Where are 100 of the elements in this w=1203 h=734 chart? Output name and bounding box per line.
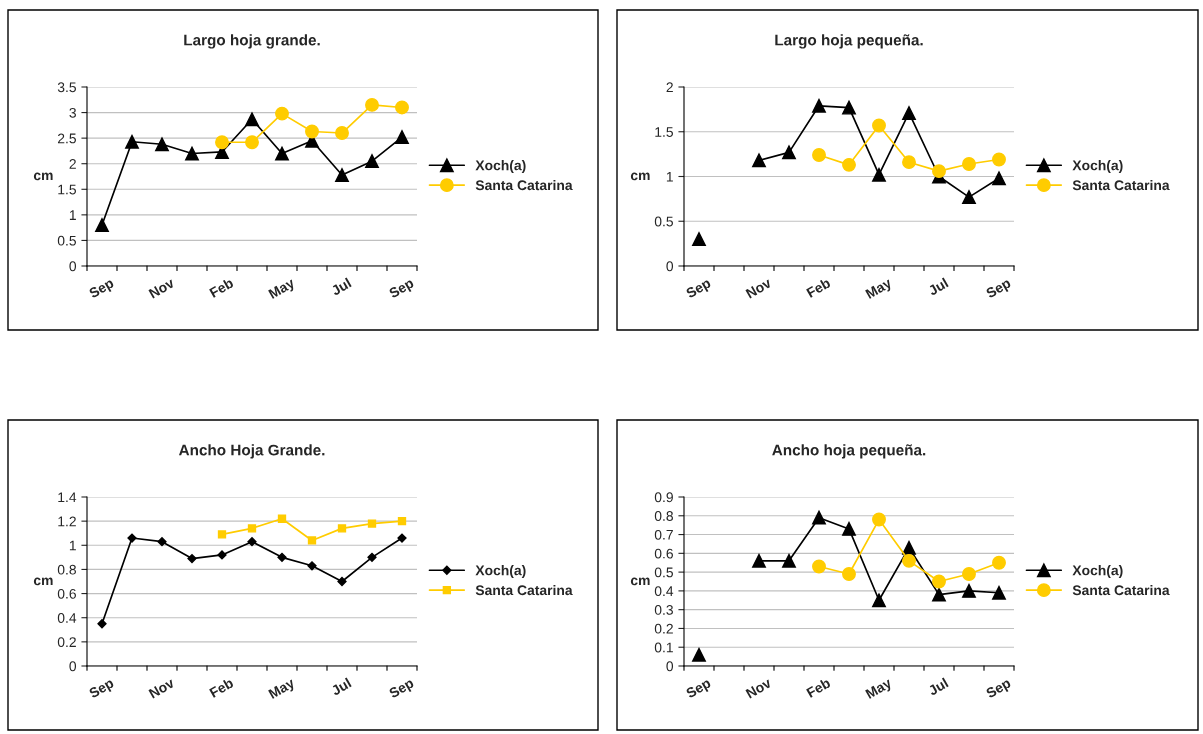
y-tick-label: 0.8 bbox=[57, 564, 76, 575]
y-tick-label: 2 bbox=[666, 82, 673, 93]
point bbox=[365, 97, 379, 112]
point bbox=[395, 130, 409, 145]
x-tick-label: Jul bbox=[330, 277, 352, 296]
point bbox=[992, 152, 1006, 167]
x-tick-label: Jul bbox=[330, 677, 352, 696]
point bbox=[932, 574, 946, 589]
y-tick-label: 3.5 bbox=[57, 82, 76, 93]
point bbox=[245, 112, 259, 127]
point bbox=[215, 135, 229, 150]
point bbox=[217, 530, 227, 539]
point bbox=[902, 540, 916, 555]
point bbox=[752, 153, 766, 168]
y-tick-label: 0.2 bbox=[57, 637, 76, 648]
y-tick-label: 0 bbox=[666, 661, 674, 672]
y-tick-label: 0 bbox=[666, 261, 674, 272]
y-tick-label: 1 bbox=[69, 210, 76, 220]
y-tick-label: 1.5 bbox=[58, 184, 76, 195]
point bbox=[275, 106, 289, 121]
point bbox=[692, 232, 706, 247]
legend-label: Santa Catarina bbox=[475, 584, 573, 596]
chart-title: Largo hoja grande. bbox=[184, 34, 320, 49]
point bbox=[367, 552, 377, 562]
y-tick-label: 2 bbox=[69, 159, 76, 169]
x-tick-label: Nov bbox=[745, 277, 773, 299]
point bbox=[692, 647, 706, 662]
x-tick-label: Jul bbox=[927, 277, 949, 296]
point bbox=[157, 537, 167, 547]
x-tick-label: Feb bbox=[208, 677, 235, 698]
y-tick-label: 0.5 bbox=[654, 216, 673, 227]
x-tick-label: Nov bbox=[148, 677, 176, 699]
point bbox=[902, 106, 916, 120]
y-tick-label: 0.2 bbox=[654, 623, 673, 634]
point bbox=[842, 157, 856, 172]
point bbox=[782, 145, 796, 160]
point bbox=[962, 157, 976, 171]
y-tick-label: 0.5 bbox=[57, 235, 76, 246]
x-tick-label: Sep bbox=[985, 677, 1013, 701]
chart-title: Largo hoja pequeña. bbox=[775, 34, 923, 49]
y-tick-label: 0.4 bbox=[654, 586, 674, 597]
point bbox=[992, 585, 1006, 600]
y-tick-label: 1.5 bbox=[655, 127, 673, 137]
point bbox=[97, 619, 107, 629]
x-tick-label: Sep bbox=[88, 277, 116, 301]
point bbox=[337, 576, 347, 587]
legend-label: Xoch(a) bbox=[1072, 565, 1123, 579]
point bbox=[932, 164, 946, 179]
point bbox=[337, 524, 347, 533]
point bbox=[367, 519, 377, 528]
point bbox=[752, 553, 766, 568]
x-tick-label: Nov bbox=[148, 277, 176, 299]
point bbox=[872, 118, 886, 133]
point bbox=[155, 137, 169, 152]
y-axis-title: cm bbox=[630, 577, 650, 586]
y-tick-label: 0.7 bbox=[654, 529, 673, 540]
legend-label: Xoch(a) bbox=[1072, 160, 1123, 174]
point bbox=[872, 512, 886, 527]
point bbox=[277, 552, 287, 562]
point bbox=[307, 536, 317, 545]
point bbox=[812, 559, 826, 574]
point bbox=[812, 98, 826, 113]
point bbox=[842, 567, 856, 581]
y-tick-label: 0 bbox=[69, 661, 77, 672]
point bbox=[125, 134, 139, 149]
x-tick-label: May bbox=[865, 677, 894, 702]
point bbox=[95, 218, 109, 233]
y-axis-title: cm bbox=[33, 577, 53, 586]
point bbox=[335, 168, 349, 182]
point bbox=[365, 154, 379, 169]
y-tick-label: 0.6 bbox=[654, 548, 673, 559]
x-tick-label: Sep bbox=[88, 677, 116, 701]
x-tick-label: Nov bbox=[745, 677, 773, 699]
y-tick-label: 1.4 bbox=[58, 492, 77, 503]
chart-title: Ancho hoja pequeña. bbox=[772, 444, 926, 459]
y-tick-label: 1 bbox=[69, 540, 76, 551]
y-tick-label: 0.4 bbox=[57, 613, 77, 623]
point bbox=[962, 190, 976, 205]
point bbox=[305, 124, 319, 139]
y-tick-label: 0 bbox=[69, 261, 77, 272]
x-tick-label: Sep bbox=[985, 277, 1013, 301]
point bbox=[902, 155, 916, 170]
y-tick-label: 0.3 bbox=[654, 605, 673, 615]
legend-label: Xoch(a) bbox=[475, 565, 526, 579]
point bbox=[812, 148, 826, 162]
point bbox=[245, 135, 259, 150]
point bbox=[397, 516, 407, 526]
point bbox=[335, 126, 349, 140]
point bbox=[247, 537, 257, 547]
point bbox=[872, 167, 886, 182]
point bbox=[812, 510, 826, 525]
x-tick-label: Jul bbox=[927, 677, 949, 696]
y-tick-label: 0.6 bbox=[57, 588, 76, 599]
y-tick-label: 3 bbox=[69, 107, 76, 118]
point bbox=[842, 521, 856, 536]
chart-title: Ancho Hoja Grande. bbox=[178, 444, 325, 459]
y-tick-label: 0.5 bbox=[654, 567, 673, 578]
point bbox=[185, 146, 199, 161]
point bbox=[275, 146, 289, 161]
legend-label: Santa Catarina bbox=[1072, 584, 1170, 596]
